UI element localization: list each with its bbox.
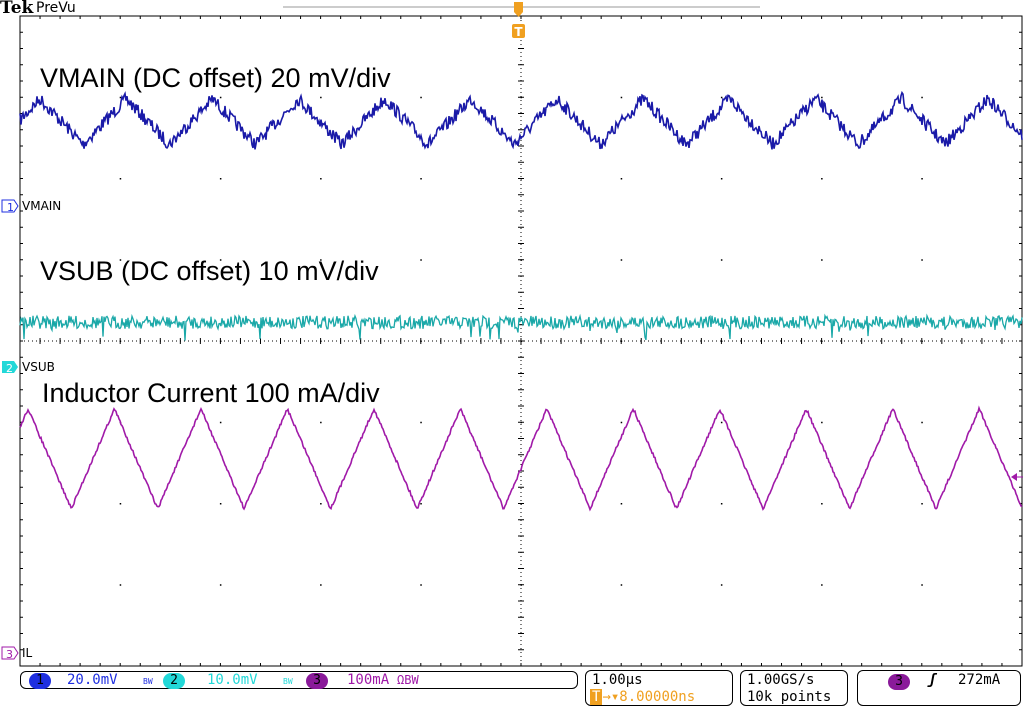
grid-dot <box>420 97 422 99</box>
il-annotation: Inductor Current 100 mA/div <box>42 378 380 409</box>
grid-dot <box>821 97 823 99</box>
grid-dot <box>320 584 322 586</box>
ch3-scale: 100mA <box>347 672 389 688</box>
ch3-label: IL <box>22 646 32 660</box>
grid-dot <box>420 584 422 586</box>
ch1-marker[interactable]: 1 <box>2 200 18 214</box>
grid-dot <box>821 503 823 505</box>
grid-dot <box>921 422 923 424</box>
grid-dot <box>721 259 723 261</box>
grid-dot <box>821 178 823 180</box>
grid-dot <box>220 422 222 424</box>
vsub-annotation: VSUB (DC offset) 10 mV/div <box>40 256 379 287</box>
tek-logo: Tek <box>0 0 33 18</box>
il-trace <box>20 408 1022 509</box>
ch3-bw-icon: ΩBW <box>397 672 419 688</box>
ch3-marker[interactable]: 3 <box>2 647 18 661</box>
grid-dot <box>821 584 823 586</box>
grid-dot <box>721 178 723 180</box>
acquisition-mode: PreVu <box>36 0 76 16</box>
grid-dot <box>120 503 122 505</box>
grid-dot <box>621 503 623 505</box>
ch2-label: VSUB <box>22 360 55 374</box>
time-per-div: 1.00µs <box>592 672 643 688</box>
ch1-label: VMAIN <box>22 199 61 213</box>
grid-dot <box>320 97 322 99</box>
grid-dot <box>220 584 222 586</box>
grid-dot <box>721 422 723 424</box>
grid-dot <box>721 584 723 586</box>
rising-edge-icon: ʃ <box>928 672 936 688</box>
grid-dot <box>220 503 222 505</box>
grid-dot <box>921 259 923 261</box>
vmain-annotation: VMAIN (DC offset) 20 mV/div <box>40 63 391 94</box>
graticule <box>20 16 1022 666</box>
grid-dot <box>220 178 222 180</box>
trigger-position-icon: T <box>512 2 525 39</box>
grid-dot <box>921 97 923 99</box>
grid-dot <box>921 503 923 505</box>
grid-dot <box>921 178 923 180</box>
svg-text:T: T <box>514 25 523 39</box>
grid-dot <box>320 178 322 180</box>
grid-dot <box>821 422 823 424</box>
horizontal-settings-panel[interactable]: 1.00µs T →▾8.00000ns <box>585 670 733 706</box>
ch2-marker[interactable]: 2 <box>2 361 18 375</box>
trigger-delay: 8.00000ns <box>619 689 695 705</box>
vertical-settings-panel[interactable]: 1 20.0mV BW 2 10.0mV BW 3 100mA ΩBW <box>20 671 578 689</box>
ch3-badge[interactable]: 3 <box>306 673 328 689</box>
grid-dot <box>420 259 422 261</box>
arrow-right-icon: →▾ <box>602 689 619 705</box>
ch2-scale: 10.0mV <box>207 672 258 688</box>
grid-dot <box>420 503 422 505</box>
ch1-bw-icon: BW <box>143 674 153 690</box>
grid-dot <box>320 422 322 424</box>
grid-dot <box>621 259 623 261</box>
svg-text:1: 1 <box>7 201 14 214</box>
ch1-badge[interactable]: 1 <box>29 673 51 689</box>
grid-dot <box>420 422 422 424</box>
grid-dot <box>120 178 122 180</box>
acquisition-panel[interactable]: 1.00GS/s 10k points <box>740 670 848 706</box>
grid-dot <box>220 97 222 99</box>
grid-dot <box>621 178 623 180</box>
svg-text:2: 2 <box>6 362 13 375</box>
trigger-level: 272mA <box>958 672 1000 688</box>
grid-dot <box>921 584 923 586</box>
record-length: 10k points <box>747 689 831 705</box>
sample-rate: 1.00GS/s <box>747 672 814 688</box>
trigger-icon: T <box>590 689 602 705</box>
grid-dot <box>621 97 623 99</box>
grid-dot <box>621 422 623 424</box>
grid-dot <box>120 584 122 586</box>
grid-dot <box>420 178 422 180</box>
trigger-source-badge: 3 <box>888 674 910 690</box>
ch2-badge[interactable]: 2 <box>163 673 185 689</box>
grid-dot <box>721 503 723 505</box>
ch2-bw-icon: BW <box>283 674 293 690</box>
grid-dot <box>320 503 322 505</box>
trigger-level-icon <box>1011 473 1017 481</box>
svg-text:3: 3 <box>6 648 13 661</box>
grid-dot <box>821 259 823 261</box>
ch1-scale: 20.0mV <box>67 672 118 688</box>
grid-dot <box>721 97 723 99</box>
grid-dot <box>621 584 623 586</box>
trigger-panel[interactable]: 3 ʃ 272mA <box>857 670 1021 706</box>
